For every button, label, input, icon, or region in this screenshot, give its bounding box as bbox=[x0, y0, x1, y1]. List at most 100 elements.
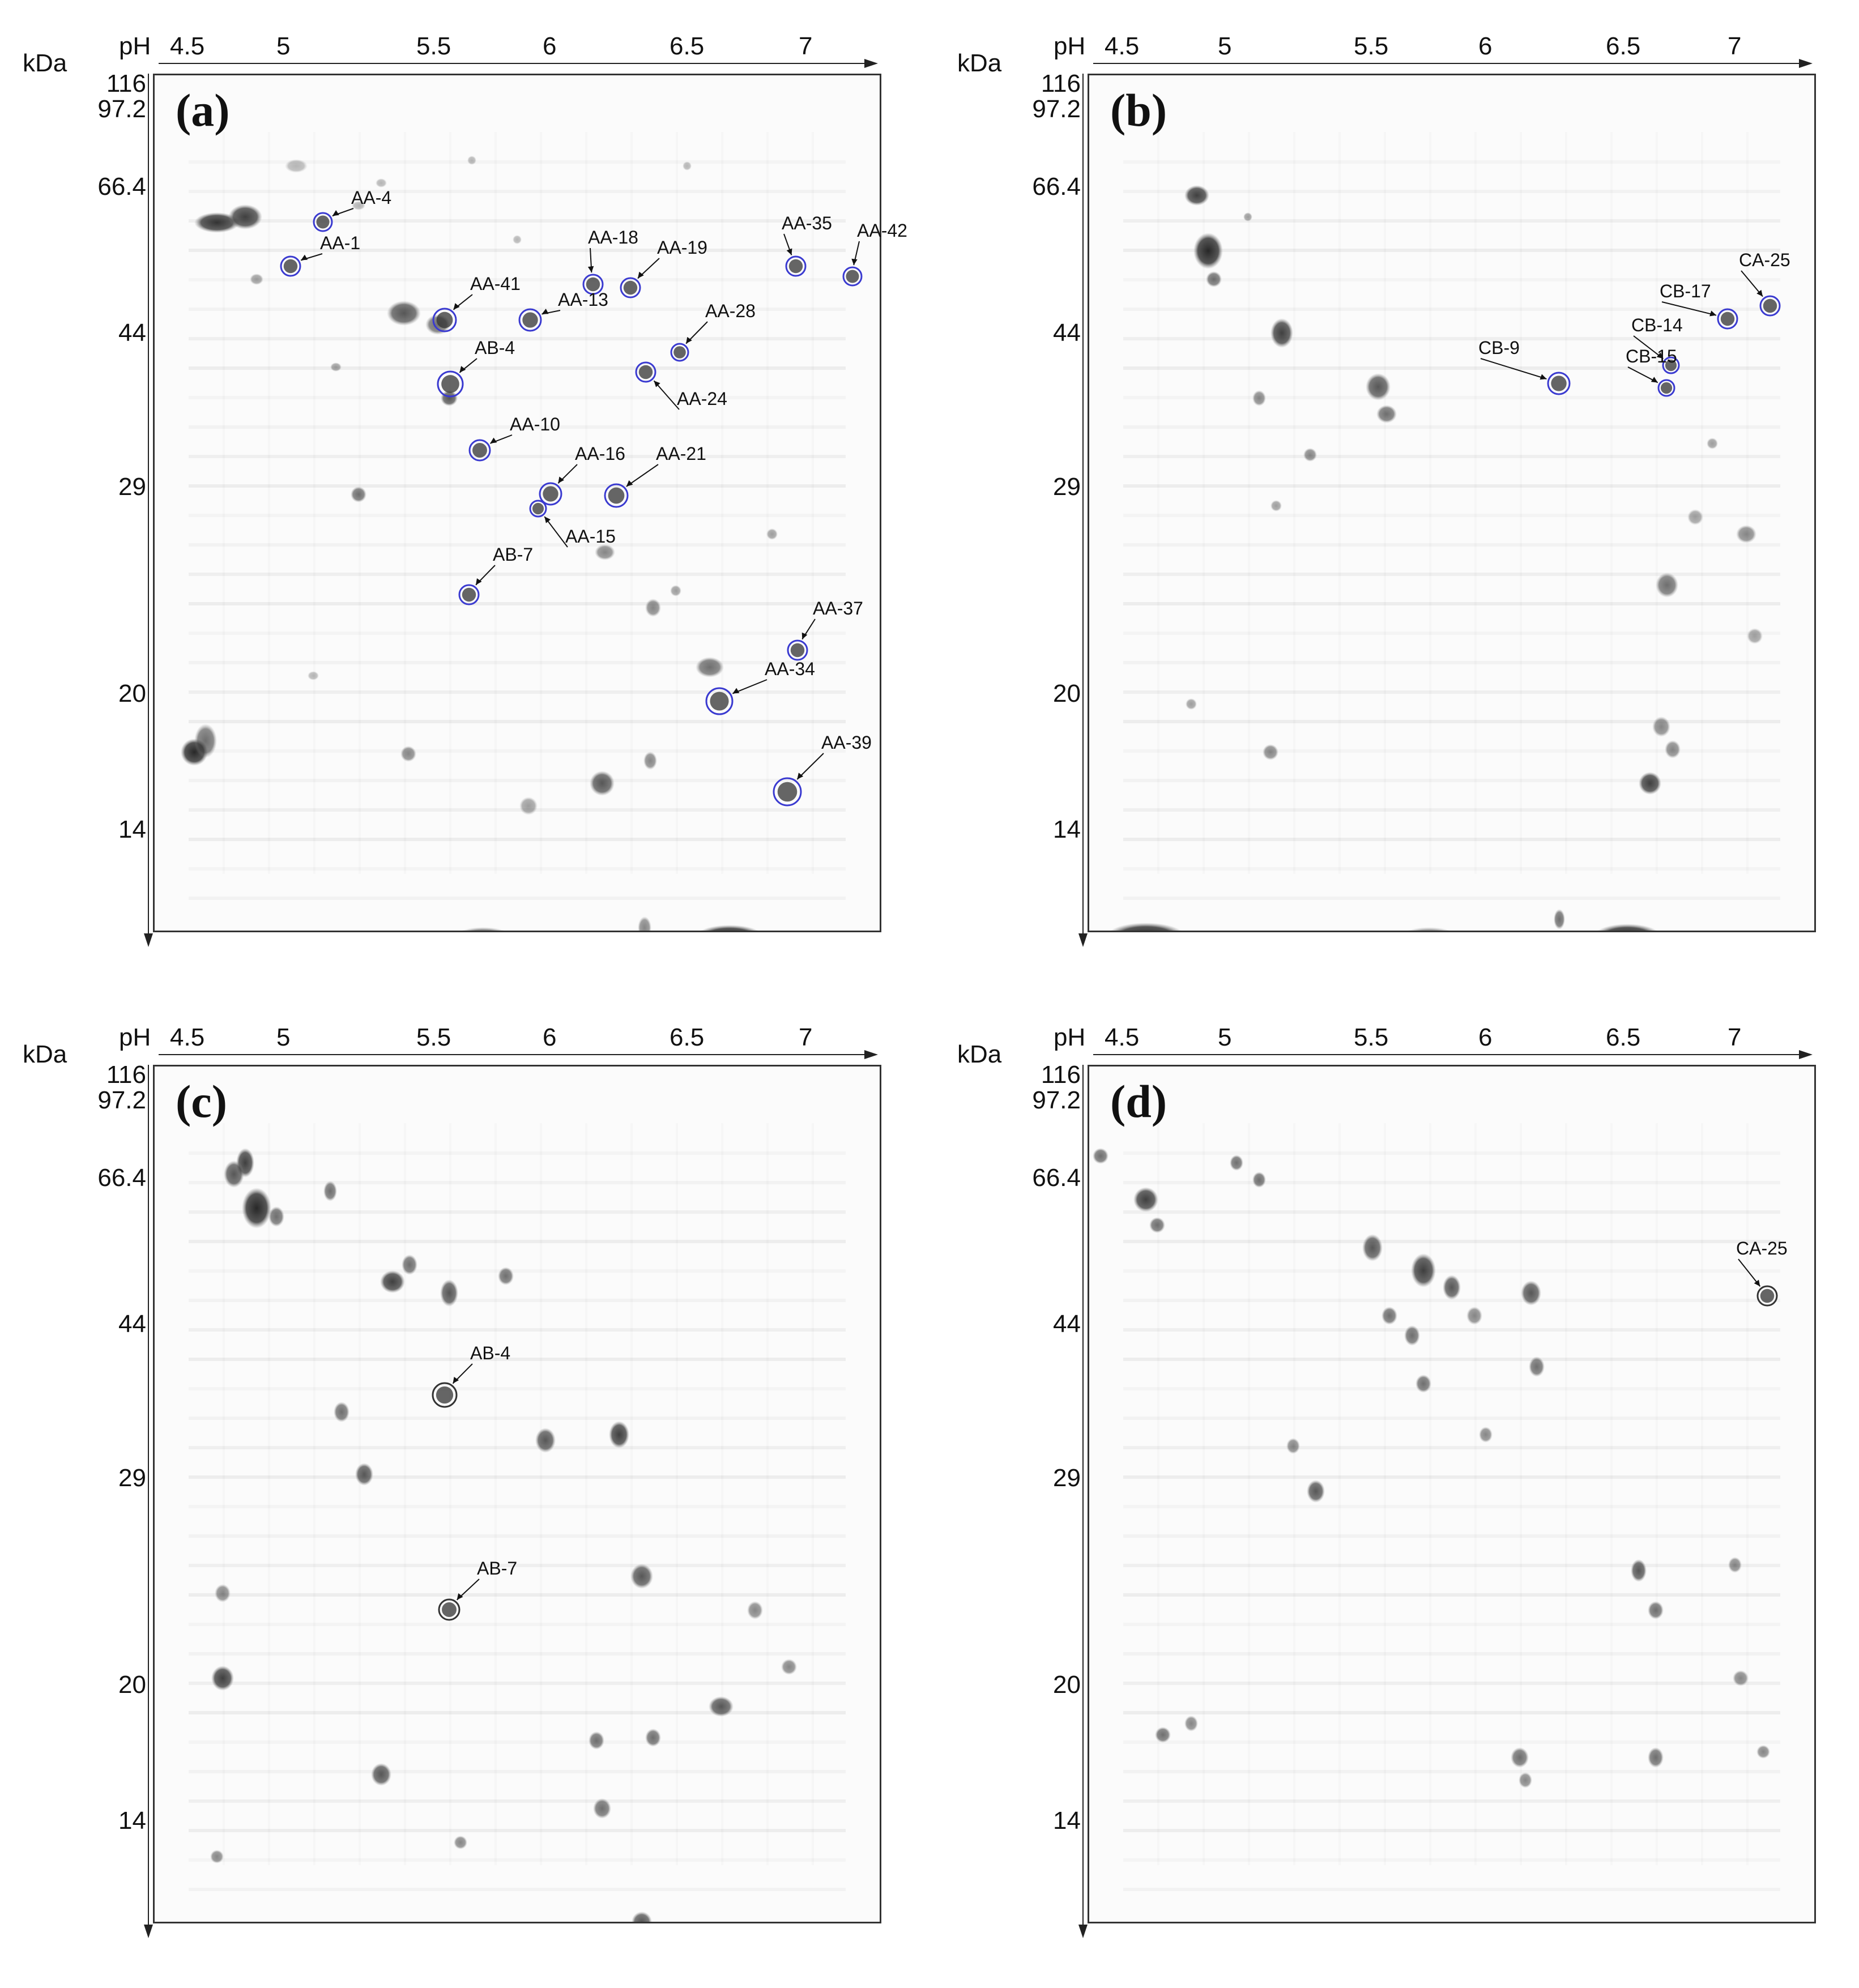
protein-spot bbox=[1648, 1601, 1664, 1619]
ph-tick-label: 5 bbox=[276, 1023, 291, 1051]
ph-tick-label: 6.5 bbox=[670, 1023, 705, 1051]
protein-spot bbox=[1597, 924, 1658, 931]
protein-spot bbox=[210, 1850, 224, 1863]
panel-letter: (a) bbox=[176, 84, 230, 136]
protein-spot bbox=[461, 927, 506, 931]
ph-tick-label: 4.5 bbox=[1105, 1023, 1140, 1051]
kda-tick-label: 66.4 bbox=[1032, 1164, 1081, 1192]
ph-axis-title: pH bbox=[1054, 32, 1086, 60]
protein-spot bbox=[1193, 233, 1223, 269]
protein-spot bbox=[638, 916, 651, 931]
ph-axis-arrowhead bbox=[864, 1050, 878, 1059]
ph-tick-label: 7 bbox=[799, 32, 813, 60]
protein-spot bbox=[645, 599, 661, 617]
protein-spot bbox=[1466, 1307, 1482, 1325]
ph-axis-title: pH bbox=[119, 1023, 151, 1051]
gel-panel-a: pH kDa 4.5 5 5.5 6 6.5 7 116 97.2 66.4 44 29 20 14 (a) A… bbox=[17, 34, 935, 997]
ph-tick-label: 5.5 bbox=[1354, 32, 1389, 60]
protein-spot bbox=[250, 274, 263, 285]
protein-spot bbox=[268, 1206, 284, 1227]
ph-tick-label: 6 bbox=[1478, 32, 1493, 60]
protein-spot bbox=[1728, 1557, 1742, 1573]
protein-spot bbox=[1206, 271, 1222, 287]
protein-spot bbox=[1521, 1281, 1541, 1306]
protein-spot bbox=[696, 657, 724, 677]
protein-spot bbox=[1406, 927, 1452, 931]
kda-tick-label: 14 bbox=[1053, 1807, 1081, 1835]
gel-image bbox=[153, 74, 881, 932]
gel-spots bbox=[189, 1123, 846, 1922]
ph-tick-label: 4.5 bbox=[170, 32, 205, 60]
kda-tick-label: 14 bbox=[118, 1807, 146, 1835]
ph-tick-label: 5.5 bbox=[416, 32, 451, 60]
protein-spot bbox=[228, 204, 262, 229]
protein-spot bbox=[215, 1584, 231, 1602]
protein-spot bbox=[1366, 373, 1391, 400]
protein-spot bbox=[670, 585, 681, 596]
protein-spot bbox=[380, 1270, 405, 1293]
kda-tick-label: 29 bbox=[118, 473, 146, 501]
ph-tick-label: 6 bbox=[543, 1023, 557, 1051]
protein-spot bbox=[1093, 1148, 1108, 1164]
protein-spot bbox=[747, 1601, 763, 1619]
kda-tick-label: 29 bbox=[1053, 1464, 1081, 1492]
ph-tick-label: 5.5 bbox=[416, 1023, 451, 1051]
protein-spot bbox=[781, 1659, 797, 1675]
kda-tick-label: 97.2 bbox=[1032, 1086, 1081, 1114]
protein-spot bbox=[1286, 1438, 1300, 1454]
protein-spot bbox=[700, 925, 759, 931]
ph-tick-label: 4.5 bbox=[170, 1023, 205, 1051]
ph-tick-label: 6.5 bbox=[670, 32, 705, 60]
kda-axis-title: kDa bbox=[23, 49, 67, 77]
gel-panel-c: pH kDa 4.5 5 5.5 6 6.5 7 116 97.2 66.4 44 29 20 14 (c) A… bbox=[17, 1025, 935, 1988]
ph-tick-label: 5 bbox=[1218, 1023, 1232, 1051]
protein-spot bbox=[194, 212, 240, 233]
gel-panel-b: pH kDa 4.5 5 5.5 6 6.5 7 116 97.2 66.4 44 29 20 14 (b) C… bbox=[952, 34, 1859, 997]
kda-tick-label: 29 bbox=[118, 1464, 146, 1492]
protein-spot bbox=[376, 178, 387, 187]
protein-spot bbox=[1656, 573, 1678, 598]
ph-tick-label: 6 bbox=[543, 32, 557, 60]
ph-axis-arrowhead bbox=[1799, 59, 1813, 68]
protein-spot bbox=[441, 390, 458, 406]
ph-tick-label: 5 bbox=[1218, 32, 1232, 60]
protein-spot bbox=[709, 1696, 734, 1717]
protein-spot bbox=[1411, 1253, 1436, 1287]
kda-tick-label: 20 bbox=[1053, 680, 1081, 707]
kda-tick-label: 20 bbox=[118, 680, 146, 707]
kda-tick-label: 66.4 bbox=[97, 173, 146, 200]
ph-tick-label: 6 bbox=[1478, 1023, 1493, 1051]
protein-spot bbox=[1252, 1172, 1266, 1188]
protein-spot bbox=[1184, 185, 1209, 206]
kda-axis-arrowhead bbox=[1078, 933, 1088, 947]
gel-panel-d: pH kDa 4.5 5 5.5 6 6.5 7 116 97.2 66.4 44 29 20 14 (d) C… bbox=[952, 1025, 1859, 1988]
protein-spot bbox=[454, 1836, 467, 1849]
protein-spot bbox=[1736, 525, 1756, 543]
kda-tick-label: 66.4 bbox=[1032, 173, 1081, 200]
protein-spot bbox=[1155, 1727, 1171, 1743]
protein-spot bbox=[1529, 1356, 1545, 1377]
gel-image bbox=[1088, 1065, 1816, 1923]
protein-spot bbox=[323, 1181, 337, 1201]
protein-spot bbox=[1707, 438, 1718, 449]
protein-spot bbox=[519, 797, 538, 815]
protein-spot bbox=[334, 1402, 349, 1422]
ph-tick-label: 7 bbox=[799, 1023, 813, 1051]
gel-spots bbox=[181, 132, 846, 931]
protein-spot bbox=[330, 362, 342, 372]
kda-tick-label: 97.2 bbox=[97, 1086, 146, 1114]
protein-spot bbox=[630, 1564, 653, 1589]
protein-spot bbox=[351, 487, 366, 502]
protein-spot bbox=[1479, 1427, 1493, 1443]
protein-spot bbox=[1133, 1187, 1158, 1212]
protein-spot bbox=[308, 671, 319, 680]
kda-axis-title: kDa bbox=[957, 49, 1002, 77]
protein-spot bbox=[1756, 1745, 1770, 1759]
kda-axis-title: kDa bbox=[957, 1040, 1002, 1068]
protein-spot bbox=[1243, 212, 1252, 221]
kda-tick-label: 20 bbox=[1053, 1671, 1081, 1699]
panel-letter: (c) bbox=[176, 1076, 228, 1127]
protein-spot bbox=[1648, 1747, 1664, 1768]
protein-spot bbox=[224, 1161, 244, 1188]
gel-spots bbox=[1110, 132, 1780, 931]
